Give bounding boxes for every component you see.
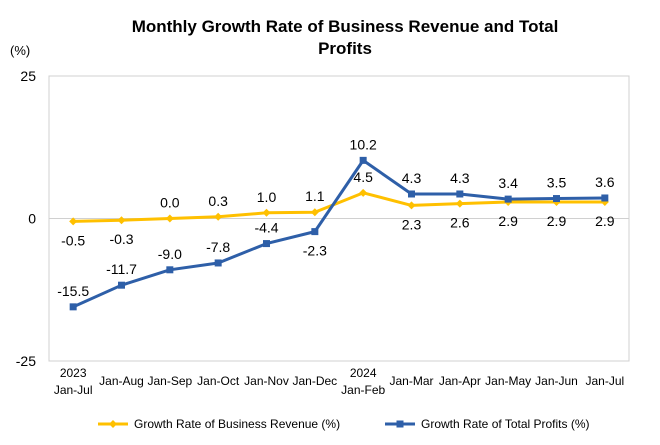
data-label: 3.4	[498, 175, 518, 191]
x-tick-label: Jan-Jul	[585, 374, 624, 388]
data-label: -15.5	[57, 283, 89, 299]
x-tick-label: Jan-Dec	[292, 374, 337, 388]
x-tick-label: 2023	[60, 366, 87, 380]
data-point	[69, 217, 78, 226]
data-point	[263, 240, 270, 248]
data-point	[504, 195, 512, 203]
data-point	[166, 266, 174, 274]
x-tick-label: Jan-Aug	[99, 374, 144, 388]
y-axis-unit-label: (%)	[10, 43, 30, 58]
data-point	[407, 201, 416, 210]
data-point	[118, 281, 125, 289]
series-line-1	[73, 191, 605, 223]
x-tick-label: Jan-Feb	[341, 383, 385, 397]
legend-label: Growth Rate of Business Revenue (%)	[134, 417, 340, 431]
data-label: 1.1	[305, 188, 325, 204]
y-tick-label: 25	[20, 68, 36, 84]
data-point	[310, 208, 319, 217]
data-label: 0.3	[208, 193, 228, 209]
x-tick-label: 2024	[350, 366, 377, 380]
x-tick-label: Jan-May	[485, 374, 531, 388]
chart-title-line-2: Profits	[318, 39, 372, 58]
data-label: 3.5	[547, 175, 567, 191]
x-tick-label: Jan-Jul	[54, 383, 93, 397]
data-label: 2.3	[402, 216, 422, 232]
x-tick-label: Jan-Sep	[147, 374, 192, 388]
data-point	[214, 212, 223, 221]
x-tick-label: Jan-Apr	[439, 374, 481, 388]
data-point	[553, 195, 560, 203]
data-point	[601, 194, 609, 202]
series-line-2	[72, 158, 605, 309]
data-label: 10.2	[350, 136, 377, 152]
data-label: 2.9	[595, 213, 615, 229]
data-label: -11.7	[106, 261, 137, 277]
legend-swatch-marker	[109, 420, 117, 428]
data-point	[214, 259, 222, 267]
data-point	[359, 156, 367, 164]
x-tick-label: Jan-Jun	[535, 374, 578, 388]
data-label: 4.5	[353, 169, 373, 185]
data-label: -0.5	[61, 232, 85, 248]
data-point	[69, 303, 77, 311]
x-tick-label: Jan-Nov	[244, 374, 289, 388]
y-tick-label: 0	[28, 211, 36, 227]
data-point	[456, 190, 464, 198]
data-point	[455, 199, 464, 208]
legend-label: Growth Rate of Total Profits (%)	[421, 417, 590, 431]
data-label: 1.0	[257, 189, 277, 205]
y-tick-label: -25	[16, 353, 36, 369]
x-tick-label: Jan-Oct	[197, 374, 240, 388]
chart-title-line-1: Monthly Growth Rate of Business Revenue …	[132, 17, 559, 36]
data-label: -2.3	[303, 243, 327, 259]
data-label: -4.4	[254, 220, 278, 236]
x-tick-label: Jan-Mar	[389, 374, 433, 388]
data-point	[359, 188, 368, 197]
data-point	[117, 216, 126, 225]
data-label: 0.0	[160, 195, 180, 211]
data-point	[165, 214, 174, 223]
data-label: 4.3	[402, 170, 422, 186]
data-label: -9.0	[158, 246, 182, 262]
data-label: 4.3	[450, 170, 470, 186]
data-point	[311, 228, 319, 236]
data-label: 3.6	[595, 174, 615, 190]
data-label: 2.9	[498, 213, 518, 229]
data-label: -0.3	[109, 231, 133, 247]
data-point	[408, 190, 415, 198]
data-point	[262, 208, 271, 217]
data-label: 2.9	[547, 213, 567, 229]
legend-swatch-marker	[396, 420, 404, 428]
data-label: -7.8	[206, 239, 230, 255]
data-label: 2.6	[450, 215, 470, 231]
